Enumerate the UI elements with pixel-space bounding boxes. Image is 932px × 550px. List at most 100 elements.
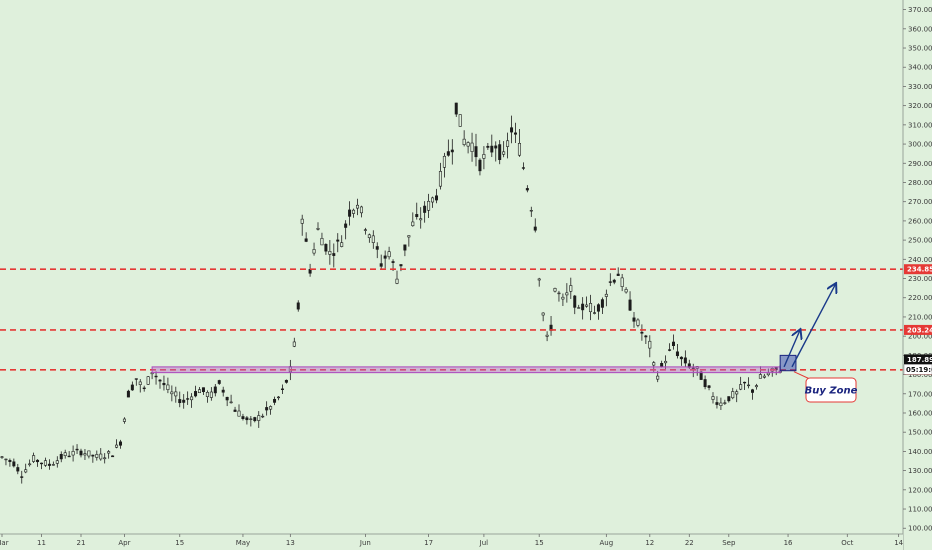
candle-body <box>300 218 304 224</box>
candle-body <box>691 367 695 370</box>
callout-text: Buy Zone <box>805 386 858 397</box>
candle-body <box>600 299 604 308</box>
candle-body <box>75 448 79 451</box>
price-tick-label: 110.00 <box>908 506 932 514</box>
candle-body <box>699 371 703 380</box>
price-tick-label: 330.00 <box>908 83 932 91</box>
candle-body <box>403 244 407 251</box>
price-tick-label: 360.00 <box>908 25 932 33</box>
candle <box>419 207 423 229</box>
candle <box>383 250 387 269</box>
candle-body <box>545 334 549 337</box>
candle <box>126 389 130 398</box>
candle-body <box>16 467 20 472</box>
time-tick-label: 15 <box>175 539 184 547</box>
candle <box>423 201 427 223</box>
candle <box>703 375 707 390</box>
candle-body <box>119 441 123 446</box>
candle-body <box>24 469 28 473</box>
time-tick-label: Oct <box>841 539 853 547</box>
price-tick: 200.00 <box>903 333 932 341</box>
candle <box>20 470 24 484</box>
candle-body <box>122 418 126 422</box>
time-tick-label: 13 <box>286 539 295 547</box>
candle <box>565 283 569 303</box>
price-tick-label: 180.00 <box>908 371 932 379</box>
candle <box>344 220 348 240</box>
candle-body <box>711 396 715 400</box>
candle <box>280 384 284 394</box>
candle-body <box>411 221 415 227</box>
candle <box>0 455 4 459</box>
resistance-label-text: 203.24 <box>907 326 932 334</box>
candle-body <box>490 145 494 153</box>
candle-body <box>577 307 581 309</box>
price-tick: 270.00 <box>903 198 932 206</box>
candle-body <box>632 317 636 322</box>
candle-body <box>589 303 593 313</box>
candle <box>632 311 636 328</box>
candle-body <box>158 379 162 382</box>
candle <box>233 406 237 412</box>
price-tick-label: 340.00 <box>908 64 932 72</box>
candle-body <box>28 463 32 466</box>
candle-body <box>43 460 47 466</box>
candle-body <box>67 455 71 458</box>
candle-body <box>59 453 63 460</box>
candle-body <box>648 340 652 349</box>
price-tick: 290.00 <box>903 160 932 168</box>
candle-body <box>332 253 336 256</box>
candle <box>119 439 123 449</box>
candle-body <box>671 341 675 347</box>
candle <box>454 102 458 117</box>
candle <box>375 242 379 259</box>
price-tick: 300.00 <box>903 141 932 149</box>
candle-body <box>340 242 344 247</box>
candle-body <box>510 127 514 133</box>
countdown-bg <box>903 364 932 375</box>
candle <box>55 456 59 468</box>
candle <box>28 459 32 467</box>
candle-body <box>182 399 186 403</box>
candle <box>640 324 644 341</box>
candle <box>229 394 233 404</box>
time-tick-label: Jul <box>479 539 489 547</box>
candle <box>8 458 12 467</box>
candle-body <box>608 281 612 283</box>
candle-body <box>221 389 225 393</box>
candle <box>63 449 67 459</box>
candle <box>352 208 356 218</box>
candle-body <box>47 463 51 466</box>
candle-body <box>292 341 296 347</box>
candle-body <box>115 444 119 448</box>
candle-body <box>458 114 462 127</box>
price-tick: 370.00 <box>903 6 932 14</box>
candle-body <box>474 146 478 158</box>
candle <box>328 240 332 265</box>
candle <box>438 162 442 190</box>
candle <box>723 399 727 405</box>
candle-body <box>750 389 754 393</box>
candle <box>91 454 95 463</box>
candle <box>608 273 612 287</box>
projection-arrow <box>783 330 800 368</box>
candle-body <box>348 209 352 217</box>
candle-body <box>261 415 265 418</box>
candle <box>616 267 620 276</box>
candle-body <box>383 255 387 259</box>
candle <box>39 462 43 470</box>
time-tick: Jul <box>479 534 489 547</box>
candle-body <box>470 142 474 152</box>
candle-body <box>39 462 43 465</box>
candle <box>320 232 324 246</box>
candle <box>348 201 352 226</box>
candle <box>474 133 478 167</box>
price-axis-bg <box>903 0 932 550</box>
time-tick: 14 <box>894 534 904 547</box>
candle <box>245 416 249 425</box>
candle-body <box>502 151 506 155</box>
time-tick: Oct <box>841 534 854 547</box>
candle <box>340 235 344 248</box>
candle-body <box>83 453 87 456</box>
